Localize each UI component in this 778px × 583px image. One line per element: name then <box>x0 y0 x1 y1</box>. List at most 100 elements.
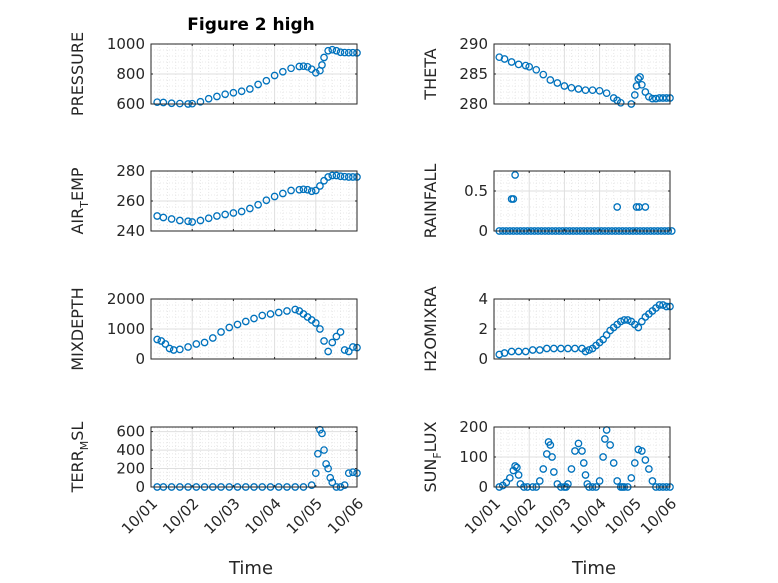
data-point <box>535 477 544 485</box>
data-point <box>328 478 337 487</box>
data-point <box>599 453 607 461</box>
y-tick-label: 400 <box>116 441 145 459</box>
data-point <box>336 328 345 336</box>
x-tick-label: 10/03 <box>531 495 574 538</box>
x-tick-label: 10/01 <box>461 495 504 538</box>
y-tick-label: 0 <box>478 222 488 240</box>
data-point <box>511 462 519 470</box>
data-point <box>585 346 593 354</box>
figure-title: Figure 2 high <box>187 15 315 35</box>
data-point <box>340 48 349 57</box>
data-point <box>602 89 611 98</box>
y-tick-label: 2000 <box>107 290 145 308</box>
data-point <box>246 204 254 213</box>
data-point <box>318 61 326 69</box>
data-point <box>314 449 322 458</box>
y-tick-label: 0 <box>478 350 488 368</box>
data-point <box>204 94 213 103</box>
panel-top-left: 600 800 1000 PRESSURE <box>68 32 361 116</box>
data-point <box>637 80 646 89</box>
data-point <box>634 323 643 332</box>
data-point <box>153 335 162 344</box>
data-point <box>262 76 271 85</box>
data-point <box>311 469 320 478</box>
data-point <box>208 334 217 342</box>
y-tick-label: 100 <box>459 448 488 466</box>
data-point <box>546 76 555 84</box>
data-point <box>175 216 184 225</box>
data-point <box>349 48 357 57</box>
data-point <box>295 62 304 71</box>
data-point <box>505 474 514 482</box>
x-tick-label: 10/04 <box>242 495 285 538</box>
data-point <box>274 308 283 317</box>
data-point <box>652 94 660 103</box>
data-point <box>287 186 295 195</box>
y-tick-label: 1000 <box>107 320 145 338</box>
data-point <box>270 71 279 80</box>
data-point <box>159 213 168 222</box>
data-point <box>311 68 320 77</box>
data-point <box>159 98 168 107</box>
data-point <box>270 192 279 201</box>
data-point <box>344 48 353 57</box>
data-point <box>659 301 667 309</box>
data-point <box>641 456 650 464</box>
data-point <box>560 82 569 90</box>
data-point <box>336 48 345 57</box>
x-tick-label: 10/01 <box>118 495 161 538</box>
data-point <box>513 463 521 472</box>
data-point <box>196 97 205 106</box>
data-point <box>627 474 636 482</box>
data-point <box>241 317 250 326</box>
data-point <box>340 481 349 490</box>
data-point <box>324 46 333 55</box>
plot-area <box>494 171 670 231</box>
y-tick-label: 0.5 <box>464 182 488 200</box>
data-point <box>609 459 618 467</box>
data-point <box>320 446 328 454</box>
data-point <box>500 349 509 357</box>
data-point <box>196 216 205 225</box>
data-point <box>507 58 516 66</box>
data-point <box>511 171 519 179</box>
y-tick-label: 200 <box>459 418 488 436</box>
data-point <box>316 325 324 333</box>
data-point <box>307 481 316 490</box>
data-point <box>349 173 357 181</box>
data-point <box>620 316 629 324</box>
data-point <box>514 60 523 69</box>
data-point <box>623 316 632 324</box>
data-point <box>250 314 258 323</box>
x-tick-label: 10/03 <box>200 495 243 538</box>
data-point <box>500 55 509 63</box>
data-point <box>221 90 230 99</box>
data-point <box>311 186 320 195</box>
data-point <box>307 187 316 196</box>
data-point <box>165 344 174 353</box>
data-point <box>332 171 341 180</box>
y-tick-label: 4 <box>478 290 488 308</box>
data-point <box>328 45 337 54</box>
data-point <box>632 82 641 90</box>
y-tick-label: 240 <box>116 222 145 240</box>
data-point <box>328 338 337 347</box>
data-point <box>324 347 333 356</box>
data-point <box>637 447 646 455</box>
x-tick-label: 10/04 <box>567 495 610 538</box>
data-point <box>217 328 225 336</box>
data-point <box>291 305 300 314</box>
data-point <box>246 85 254 93</box>
data-point <box>221 210 230 219</box>
data-point <box>204 214 213 223</box>
panel-row2-right: 0 0.5 RAINFALL <box>421 164 676 240</box>
data-point <box>336 172 345 181</box>
y-tick-label: 0 <box>135 478 145 496</box>
y-tick-label: 2 <box>478 320 488 338</box>
data-point <box>581 347 590 356</box>
data-point <box>546 441 555 449</box>
y-tick-label: 600 <box>116 95 145 113</box>
data-point <box>613 203 622 211</box>
y-axis-label: RAINFALL <box>421 164 440 239</box>
y-axis-label: PRESSURE <box>68 32 87 116</box>
